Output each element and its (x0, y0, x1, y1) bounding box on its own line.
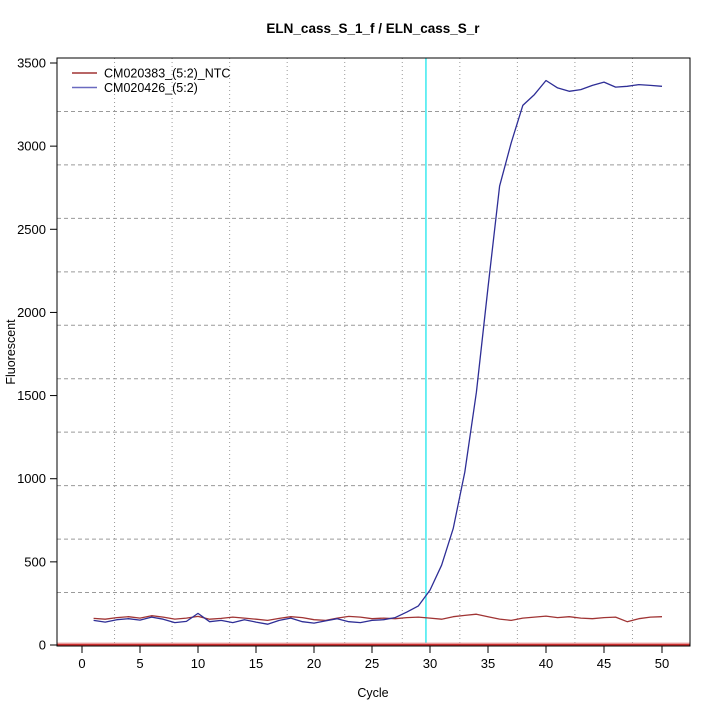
x-axis-title: Cycle (357, 686, 388, 700)
x-tick-label: 40 (539, 656, 553, 671)
x-tick-label: 35 (481, 656, 495, 671)
plot-frame (56, 57, 691, 647)
plot-grid (57, 58, 690, 646)
x-tick-label: 30 (423, 656, 437, 671)
legend-label-sample: CM020426_(5:2) (104, 81, 198, 95)
y-tick-label: 2000 (17, 305, 46, 320)
y-axis-title: Fluorescent (4, 319, 18, 385)
x-tick-label: 5 (136, 656, 143, 671)
y-tick-label: 0 (39, 638, 46, 653)
chart-title: ELN_cass_S_1_f / ELN_cass_S_r (266, 21, 480, 36)
x-tick-label: 15 (249, 656, 263, 671)
y-tick-label: 3000 (17, 139, 46, 154)
x-tick-label: 25 (365, 656, 379, 671)
x-tick-label: 10 (191, 656, 205, 671)
legend: CM020383_(5:2)_NTC CM020426_(5:2) (72, 67, 230, 95)
annotation-lines (57, 58, 690, 646)
axes: 0 5 10 15 20 25 30 35 40 45 5005001000150020002500… (17, 56, 669, 672)
x-tick-label: 20 (307, 656, 321, 671)
x-tick-label: 45 (597, 656, 611, 671)
x-tick-label: 50 (655, 656, 669, 671)
y-tick-label: 1000 (17, 471, 46, 486)
x-tick-label: 0 (78, 656, 85, 671)
series-curves (93, 79, 663, 625)
y-tick-label: 500 (24, 554, 46, 569)
y-tick-label: 1500 (17, 388, 46, 403)
amplification-curve (93, 79, 663, 625)
ntc-curve (93, 613, 663, 623)
legend-label-ntc: CM020383_(5:2)_NTC (104, 67, 230, 81)
y-tick-label: 3500 (17, 56, 46, 71)
y-tick-label: 2500 (17, 222, 46, 237)
